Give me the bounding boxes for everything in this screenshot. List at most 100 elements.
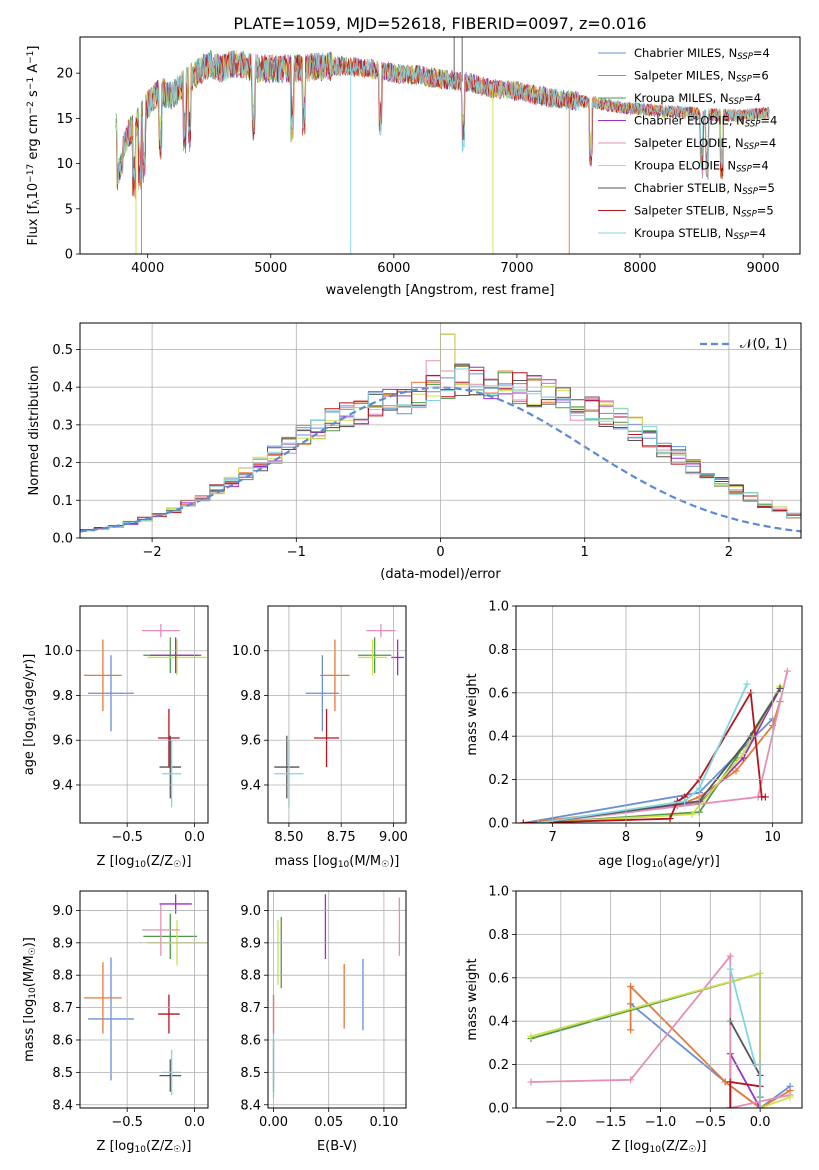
x-tick-label: 4000	[131, 261, 164, 276]
y-tick-label: 1.0	[488, 600, 509, 615]
y-tick-label: 5	[65, 202, 73, 217]
x-tick-label: 5000	[254, 261, 287, 276]
legend-entry-suffix: =4	[749, 226, 766, 240]
x-axis-label-part: ☉	[381, 860, 389, 870]
y-axis-label-part: 10	[28, 987, 38, 999]
y-axis-label-part: s	[26, 90, 41, 101]
y-axis-label-part: 10	[26, 183, 41, 200]
weight-marker	[519, 819, 527, 823]
legend-entry: Chabrier MILES, NSSP=4	[634, 46, 770, 62]
y-axis-label-part: (age/yr)]	[22, 654, 37, 711]
panels: 4000 5000 6000 7000 8000 900005101520waveleng…	[22, 36, 803, 1155]
x-axis-label-part: )]	[181, 1139, 191, 1154]
y-tick-label: 0.8	[488, 928, 509, 943]
x-axis-label-part: (data-model)/error	[380, 567, 501, 582]
x-axis-label-part: 10	[649, 1145, 661, 1155]
legend-entry-name: Chabrier ELODIE, N	[634, 114, 745, 128]
x-axis-label-part: 10	[651, 860, 663, 870]
y-tick-label: 8.5	[52, 1066, 73, 1081]
x-tick-label: 0.05	[314, 1115, 343, 1130]
normal-legend-label: 𝒩(0, 1)	[740, 337, 787, 352]
weight-marker	[534, 819, 542, 823]
y-axis-label-part: mass weight	[465, 673, 480, 755]
x-tick-label: 8	[622, 830, 630, 845]
x-tick-label: 10	[764, 830, 781, 845]
y-tick-label: 0.1	[52, 494, 73, 509]
y-axis-label-part: ]	[26, 46, 41, 51]
x-axis-label-part: )]	[389, 854, 399, 869]
legend-entry-sub: SSP	[742, 187, 758, 197]
y-tick-label: 0.5	[52, 343, 73, 358]
x-axis-label-part: ☉	[688, 1145, 696, 1155]
y-tick-label: 15	[56, 112, 73, 127]
legend-entry-suffix: =5	[757, 204, 774, 218]
legend-entry: Chabrier STELIB, NSSP=5	[634, 181, 775, 197]
y-tick-label: 0.0	[52, 532, 73, 547]
y-axis-label-part: Normed distribution	[27, 366, 42, 496]
x-axis-label: (data-model)/error	[380, 567, 501, 582]
x-tick-label: 0.0	[184, 1115, 205, 1130]
y-axis-label-part: Flux [f	[26, 204, 41, 245]
axes-frame	[267, 890, 407, 1109]
panel-residuals: −2 −1 0 1 2 0.0 0.1 0.2 0.3 0.4 0.5 (data-model)/er…	[27, 322, 802, 582]
y-axis-label: mass [log10(M/M☉)]	[22, 937, 38, 1062]
x-tick-label: 6000	[377, 261, 410, 276]
x-axis-label-part: )]	[696, 1139, 706, 1154]
x-axis-label: mass [log10(M/M☉)]	[275, 854, 400, 870]
x-axis-label: Z [log10(Z/Z☉)]	[97, 854, 192, 870]
axes-frame	[515, 605, 803, 824]
y-tick-label: 10.0	[232, 644, 261, 659]
y-axis-label-part: −2	[26, 101, 36, 114]
x-axis-label-part: wavelength [Angstrom, rest frame]	[326, 283, 555, 298]
y-tick-label: 9.8	[240, 689, 261, 704]
y-axis-label: Flux [fλ10−17 erg cm−2 s−1 A−1]	[26, 46, 42, 246]
y-tick-label: 8.8	[240, 969, 261, 984]
y-axis-label: mass weight	[465, 958, 480, 1040]
x-axis-label-part: Z [log	[612, 1139, 650, 1154]
plot-area-spectrum	[115, 37, 770, 254]
y-tick-label: 0.6	[488, 971, 509, 986]
figure-title: PLATE=1059, MJD=52618, FIBERID=0097, z=0…	[233, 14, 646, 33]
legend-entry-sub: SSP	[736, 75, 752, 85]
x-tick-label: −0.5	[111, 1115, 143, 1130]
legend-entry-name: Chabrier STELIB, N	[634, 181, 742, 195]
panel-weight_vs_Z: −2.0 −1.5 −1.0 −0.5 0.0 0.0 0.2 0.4 0.6 0.8 1.0 Z […	[465, 885, 803, 1155]
plot-area-age_vs_Z	[84, 623, 207, 808]
x-tick-label: −2	[143, 545, 162, 560]
x-tick-label: 7000	[500, 261, 533, 276]
y-axis-label-part: −1	[26, 77, 36, 90]
x-tick-label: 0.0	[184, 830, 205, 845]
x-axis-label-part: ☉	[173, 860, 181, 870]
weight-marker	[776, 684, 784, 692]
y-axis-label-part: A	[26, 64, 41, 77]
y-axis-label: Normed distribution	[27, 366, 42, 496]
plot-area-weight_vs_age	[519, 667, 791, 823]
y-tick-label: 8.4	[240, 1098, 261, 1113]
y-tick-label: 0.2	[488, 773, 509, 788]
legend-entry-name: Salpeter MILES, N	[634, 69, 736, 83]
x-axis-label-part: 10	[338, 860, 350, 870]
y-tick-label: 0.0	[488, 817, 509, 832]
weight-marker	[726, 952, 734, 960]
x-axis-label: age [log10(age/yr)]	[598, 854, 720, 870]
x-tick-label: 0.00	[259, 1115, 288, 1130]
x-tick-label: −1.0	[645, 1115, 677, 1130]
legend-entry-sub: SSP	[745, 120, 761, 130]
legend-entry-suffix: =4	[760, 114, 777, 128]
legend-entry-suffix: =4	[759, 136, 776, 150]
weight-marker	[627, 1076, 635, 1084]
y-tick-label: 20	[56, 67, 73, 82]
legend-entry-name: Kroupa STELIB, N	[634, 226, 734, 240]
panel-mass_vs_Z: −0.5 0.08.48.58.68.78.88.99.0Z [log10(Z/Z…	[22, 890, 209, 1155]
legend-entry-suffix: =6	[752, 69, 769, 83]
legend-entry-sub: SSP	[736, 165, 752, 175]
x-axis-label-part: )]	[181, 854, 191, 869]
x-tick-label: −1	[287, 545, 306, 560]
y-tick-label: 0.4	[488, 730, 509, 745]
legend-entry-name: Chabrier MILES, N	[634, 46, 737, 60]
y-axis-label-part: mass [log	[22, 999, 37, 1062]
legend-entry: Salpeter MILES, NSSP=6	[634, 69, 769, 85]
